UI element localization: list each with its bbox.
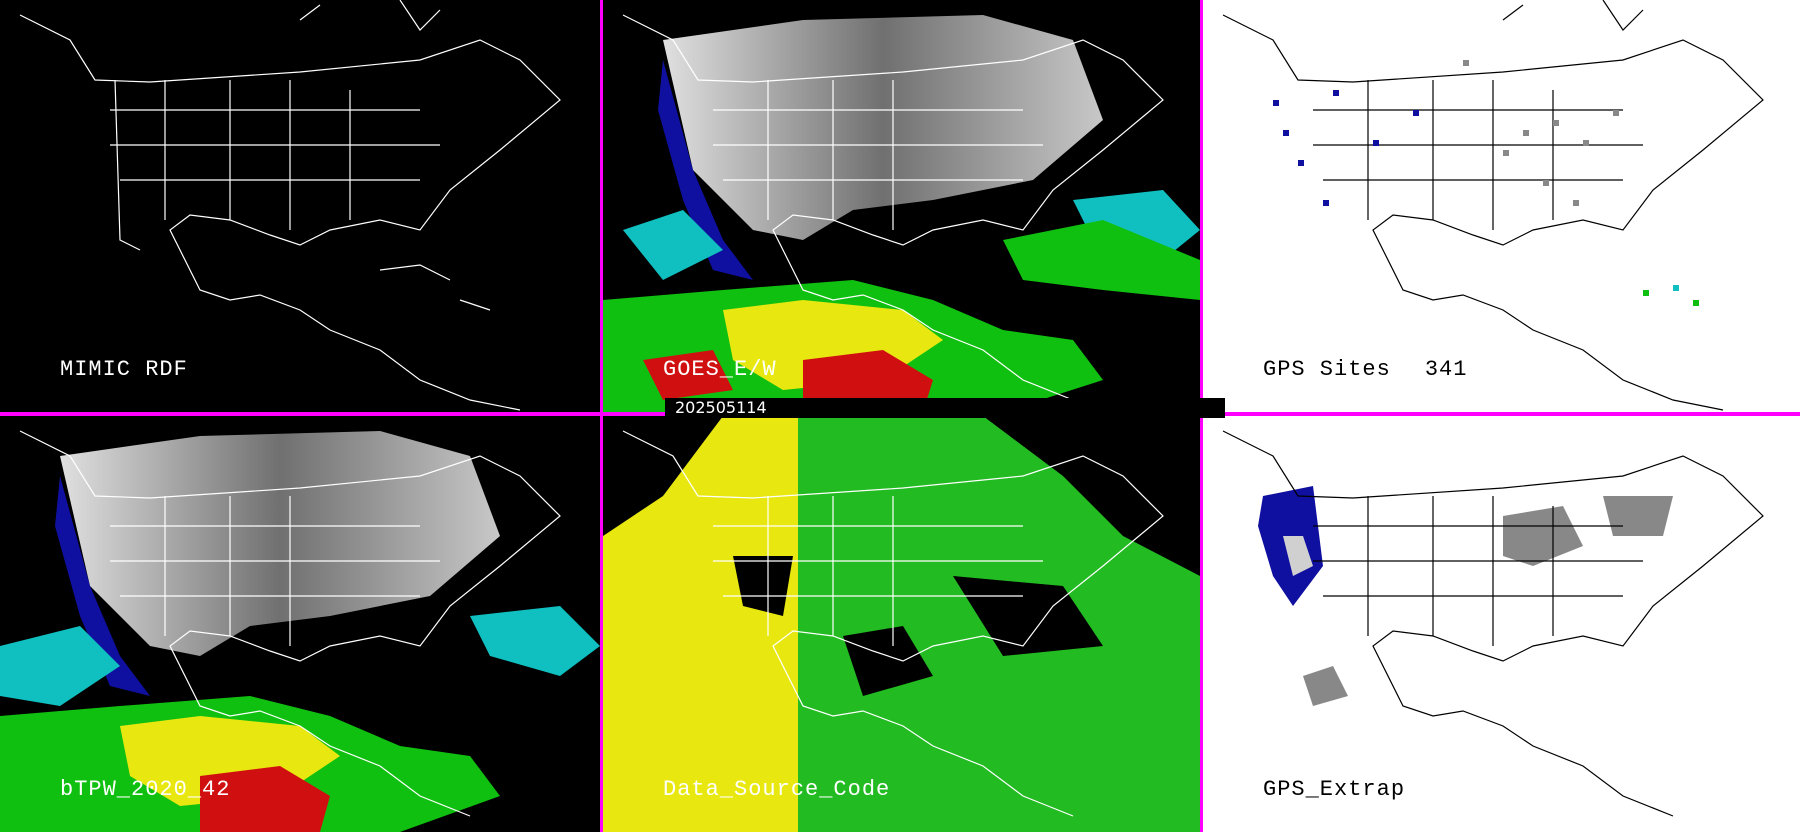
precip-map-btpw bbox=[0, 430, 600, 832]
gps-sites-label: GPS Sites bbox=[1263, 357, 1391, 382]
gps-sites-count: 341 bbox=[1424, 357, 1468, 382]
timestamp-label: 202505114 bbox=[665, 398, 1225, 418]
precip-map-goes bbox=[603, 14, 1200, 412]
dry-region bbox=[663, 15, 1103, 240]
panel-data-source: Data_Source_Code bbox=[603, 416, 1200, 832]
panel-label: bTPW_2020_42 bbox=[60, 777, 231, 802]
panel-label: MIMIC RDF bbox=[60, 357, 188, 382]
panel-mimic-rdf: MIMIC RDF bbox=[0, 0, 600, 412]
gps-extrap-map bbox=[1222, 430, 1764, 817]
panel-btpw: bTPW_2020_42 bbox=[0, 416, 600, 832]
data-source-map bbox=[603, 416, 1200, 832]
panel-gps-sites: GPS Sites 341 bbox=[1203, 0, 1800, 412]
panel-label: GPS Sites 341 bbox=[1263, 357, 1467, 382]
gps-site-markers bbox=[1273, 60, 1699, 306]
vertical-separator-left bbox=[600, 0, 603, 832]
panel-goes: GOES_E/W bbox=[603, 0, 1200, 412]
panel-gps-extrap: GPS_Extrap bbox=[1203, 416, 1800, 832]
panel-label: GOES_E/W bbox=[663, 357, 777, 382]
panel-label: GPS_Extrap bbox=[1263, 777, 1406, 802]
source-west-region bbox=[603, 416, 798, 832]
gps-sites-map bbox=[1222, 0, 1764, 411]
map-outline-mimic bbox=[19, 0, 561, 411]
panel-label: Data_Source_Code bbox=[663, 777, 891, 802]
